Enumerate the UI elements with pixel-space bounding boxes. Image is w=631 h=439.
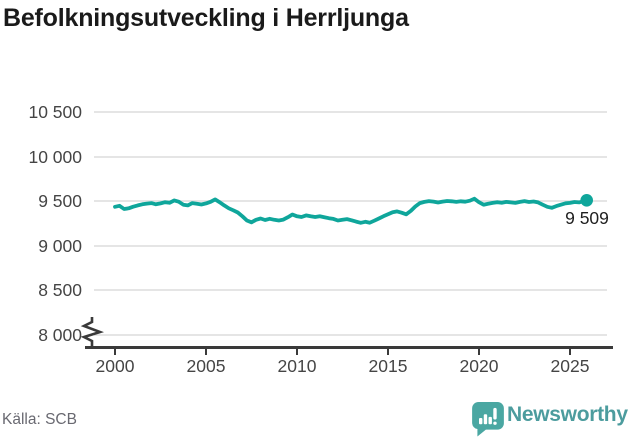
population-line: [113, 196, 589, 225]
x-tick-label: 2025: [550, 356, 590, 376]
gridline: [94, 245, 607, 247]
bar-chart-glyph: [479, 407, 497, 425]
gridline: [94, 334, 607, 336]
chart-title: Befolkningsutveckling i Herrljunga: [3, 4, 409, 32]
y-tick-label: 8 000: [38, 325, 82, 345]
axis-break-icon: [80, 317, 105, 348]
gridline: [94, 289, 607, 291]
x-tick-label: 2005: [186, 356, 226, 376]
x-tick: [478, 346, 480, 355]
x-tick: [387, 346, 389, 355]
x-tick: [569, 346, 571, 355]
x-tick-label: 2015: [368, 356, 408, 376]
x-tick-label: 2000: [95, 356, 135, 376]
gridline: [94, 111, 607, 113]
x-tick-label: 2010: [277, 356, 317, 376]
x-tick: [114, 346, 116, 355]
gridline: [94, 200, 607, 202]
y-tick-label: 10 000: [28, 147, 82, 167]
x-axis-line: [85, 346, 613, 349]
source-label: Källa: SCB: [2, 411, 77, 428]
x-tick: [205, 346, 207, 355]
newsworthy-badge-icon: [472, 402, 504, 437]
gridline: [94, 156, 607, 158]
newsworthy-logo[interactable]: Newsworthy: [471, 400, 629, 438]
y-tick-label: 10 500: [28, 102, 82, 122]
x-tick-label: 2020: [459, 356, 499, 376]
x-tick: [296, 346, 298, 355]
latest-value-label: 9 509: [565, 208, 609, 228]
y-tick-label: 9 000: [38, 236, 82, 256]
newsworthy-wordmark: Newsworthy: [507, 403, 628, 426]
y-tick-label: 9 500: [38, 191, 82, 211]
y-tick-label: 8 500: [38, 280, 82, 300]
